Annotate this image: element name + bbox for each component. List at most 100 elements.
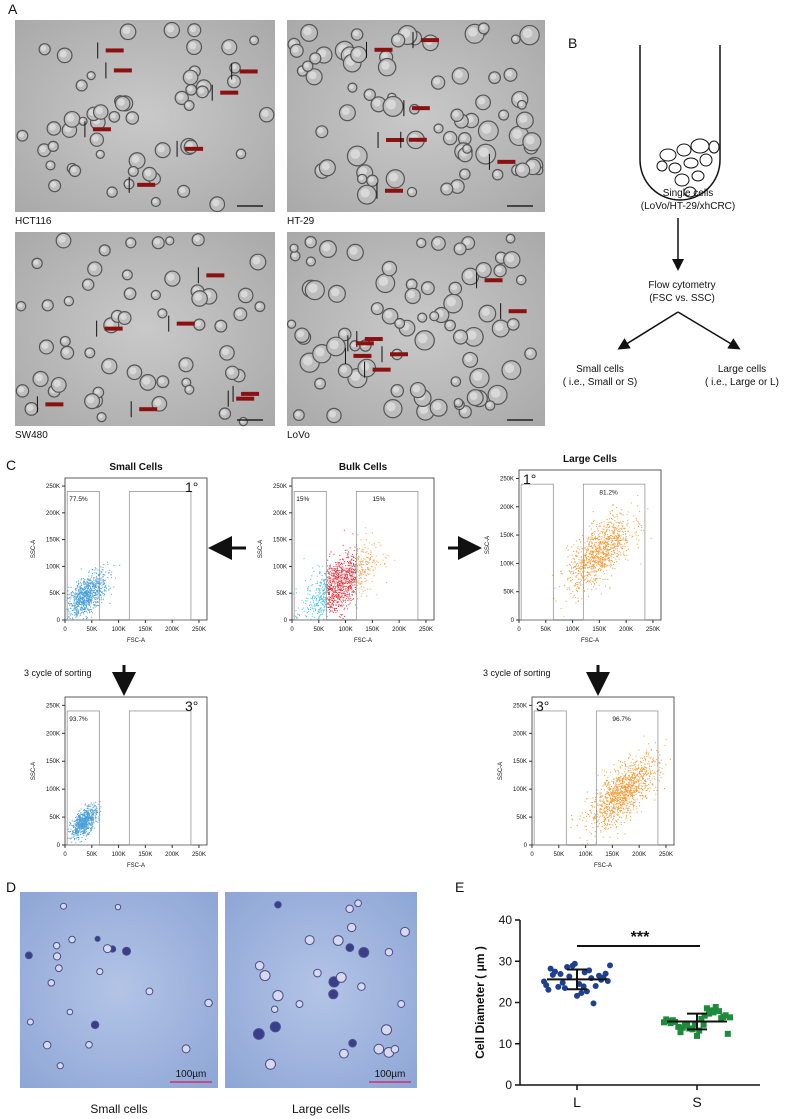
event-dot (347, 570, 348, 571)
event-dot (343, 593, 344, 594)
event-dot (88, 588, 89, 589)
event-dot (591, 542, 592, 543)
event-dot (605, 538, 606, 539)
event-dot (594, 520, 595, 521)
event-dot (621, 805, 622, 806)
event-dot (354, 585, 355, 586)
event-dot (327, 603, 328, 604)
event-dot (86, 591, 87, 592)
event-dot (95, 818, 96, 819)
event-dot (570, 580, 571, 581)
event-dot (647, 785, 648, 786)
event-dot (91, 575, 92, 576)
event-dot (380, 564, 381, 565)
event-dot (626, 539, 627, 540)
event-dot (71, 613, 72, 614)
event-dot (77, 834, 78, 835)
event-dot (336, 581, 337, 582)
y-tick-label: 250K (46, 703, 60, 709)
event-dot (84, 815, 85, 816)
event-dot (73, 830, 74, 831)
event-dot (351, 584, 352, 585)
event-dot (582, 562, 583, 563)
event-dot (587, 581, 588, 582)
event-dot (587, 791, 588, 792)
event-dot (327, 592, 328, 593)
event-dot (80, 832, 81, 833)
event-dot (611, 530, 612, 531)
event-dot (321, 608, 322, 609)
event-dot (320, 596, 321, 597)
event-dot (91, 599, 92, 600)
event-dot (635, 762, 636, 763)
event-dot (329, 600, 330, 601)
event-dot (650, 782, 651, 783)
event-dot (621, 817, 622, 818)
event-dot (365, 561, 366, 562)
event-dot (598, 564, 599, 565)
event-dot (319, 588, 320, 589)
event-dot (578, 566, 579, 567)
y-axis-label: SSC-A (31, 762, 37, 780)
event-dot (604, 539, 605, 540)
event-dot (88, 610, 89, 611)
event-dot (311, 598, 312, 599)
event-dot (79, 822, 80, 823)
event-dot (79, 826, 80, 827)
event-dot (324, 582, 325, 583)
event-dot (312, 606, 313, 607)
event-dot (592, 553, 593, 554)
event-dot (329, 609, 330, 610)
event-dot (589, 546, 590, 547)
measure-tag (177, 322, 195, 326)
event-dot (87, 816, 88, 817)
event-dot (367, 564, 368, 565)
measure-tag (365, 337, 383, 341)
event-dot (601, 793, 602, 794)
event-dot (76, 599, 77, 600)
event-dot (570, 565, 571, 566)
y-tick-label: 250K (500, 476, 514, 482)
cell-core (41, 45, 47, 51)
event-dot (592, 556, 593, 557)
event-dot (101, 588, 102, 589)
event-dot (88, 834, 89, 835)
event-dot (86, 618, 87, 619)
event-dot (319, 566, 320, 567)
event-dot (96, 582, 97, 583)
event-dot (659, 762, 660, 763)
event-dot (618, 812, 619, 813)
event-dot (314, 605, 315, 606)
event-dot (98, 605, 99, 606)
event-dot (72, 614, 73, 615)
event-dot (111, 575, 112, 576)
event-dot (652, 770, 653, 771)
cell-core (455, 70, 463, 78)
event-dot (81, 831, 82, 832)
plot-title: Small Cells (109, 462, 163, 473)
event-dot (592, 554, 593, 555)
cell-core (186, 387, 190, 391)
event-dot (104, 587, 105, 588)
event-dot (321, 607, 322, 608)
event-dot (370, 554, 371, 555)
event-dot (95, 809, 96, 810)
plot-frame (519, 470, 661, 620)
event-dot (331, 569, 332, 570)
event-dot (73, 825, 74, 826)
event-dot (85, 832, 86, 833)
event-dot (601, 531, 602, 532)
event-dot (322, 575, 323, 576)
event-dot (644, 771, 645, 772)
event-dot (584, 590, 585, 591)
event-dot (323, 597, 324, 598)
event-dot (327, 579, 328, 580)
cell-core (194, 293, 202, 301)
event-dot (329, 581, 330, 582)
event-dot (595, 537, 596, 538)
event-dot (91, 602, 92, 603)
event-dot (93, 821, 94, 822)
event-dot (355, 587, 356, 588)
event-dot (352, 585, 353, 586)
event-dot (343, 586, 344, 587)
